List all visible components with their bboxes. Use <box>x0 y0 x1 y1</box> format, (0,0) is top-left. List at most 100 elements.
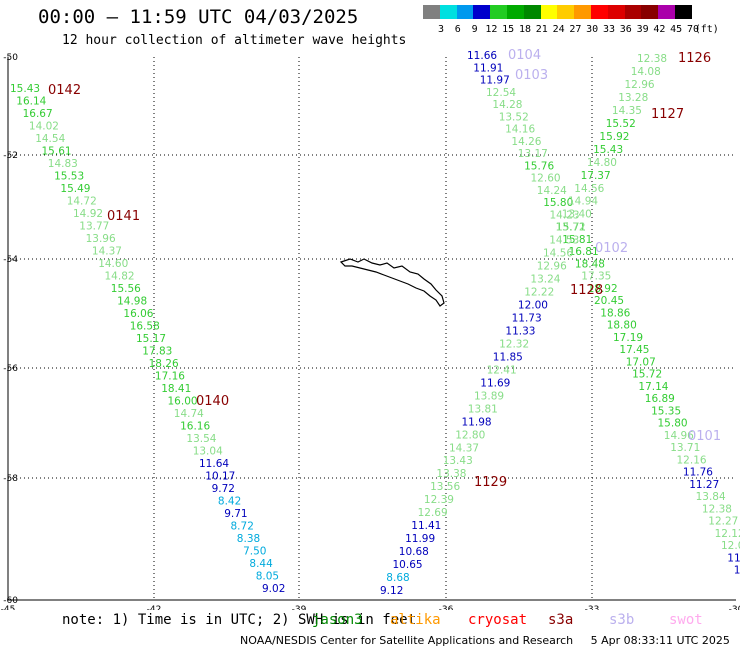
track-c-value: 12.96 <box>537 261 567 273</box>
track-c-value: 14.08 <box>631 66 661 78</box>
track-c-value: 13.40 <box>562 209 592 221</box>
track-b-value: 18.80 <box>607 320 637 332</box>
track-a-value: 13.77 <box>79 221 109 233</box>
track-c-value: 10.68 <box>399 546 429 558</box>
track-a-value: 8.05 <box>256 571 279 583</box>
altimeter-map: -50 -52 -54 -56 -58 -60-45 -42 -39 -36 -33 -30 15.4… <box>1 48 740 610</box>
track-c-value: 11.99 <box>405 533 435 545</box>
generated-timestamp: 5 Apr 08:33:11 UTC 2025 <box>590 634 730 647</box>
track-c-value: 14.80 <box>587 157 617 169</box>
track-a-value: 14.83 <box>48 158 78 170</box>
track-b-value: 12.54 <box>486 87 516 99</box>
scale-swatch <box>507 5 524 19</box>
track-b-value: 14.28 <box>492 99 522 111</box>
track-c-value: 14.53 <box>549 235 579 247</box>
track-a-value: 9.72 <box>212 483 235 495</box>
track-b-value: 18.86 <box>600 307 630 319</box>
track-b-value: 14.96 <box>664 430 694 442</box>
scale-swatch <box>439 5 457 19</box>
track-a-value: 16.00 <box>168 396 198 408</box>
track-b-value: 13.84 <box>696 491 726 503</box>
longitude-label: -45 <box>1 605 16 610</box>
track-b-value: 14.26 <box>511 136 541 148</box>
track-a-value: 14.60 <box>98 258 128 270</box>
track-a-value: 8.42 <box>218 496 241 508</box>
scale-label: 33 <box>602 24 616 35</box>
pass-label: 1127 <box>651 107 684 122</box>
track-b-value: 15.80 <box>658 418 688 430</box>
track-a-value: 13.96 <box>86 233 116 245</box>
track-c-value: 12.00 <box>518 300 548 312</box>
track-b-value: 11.66 <box>467 50 497 62</box>
track-a-value: 11.64 <box>199 458 229 470</box>
satellite-altika: altika <box>390 612 441 628</box>
scale-unit: (ft) <box>694 24 719 35</box>
track-b-value: 20.45 <box>594 295 624 307</box>
scale-label: 21 <box>535 24 548 35</box>
latitude-label: -60 <box>3 596 18 606</box>
track-c-value: 13.81 <box>468 403 498 415</box>
track-b-value: 14.16 <box>505 124 535 136</box>
scale-label: 6 <box>454 24 461 35</box>
scale-swatch <box>456 5 474 19</box>
track-a-value: 15.43 <box>10 83 40 95</box>
track-b-value: 16.81 <box>569 246 599 258</box>
track-b-value: 11.27 <box>727 553 740 565</box>
satellite-s3b: s3b <box>609 612 635 628</box>
track-a-value: 17.83 <box>142 346 172 358</box>
track-c-value: 12.80 <box>455 429 485 441</box>
track-a-value: 8.38 <box>237 533 260 545</box>
track-b-value: 17.07 <box>626 356 656 368</box>
satellite-s3a: s3a <box>548 612 574 628</box>
latitude-label: -50 <box>3 53 18 63</box>
longitude-label: -42 <box>147 605 162 610</box>
track-c-value: 13.72 <box>556 222 586 234</box>
scale-label: 3 <box>437 24 445 35</box>
satellite-cryosat: cryosat <box>468 612 528 628</box>
track-b-value: 11.76 <box>683 467 713 479</box>
track-a-value: 15.53 <box>54 171 84 183</box>
latitude-label: -58 <box>3 474 18 484</box>
track-c-value: 12.32 <box>499 339 529 351</box>
track-a-value: 14.82 <box>105 271 135 283</box>
track-c-value: 13.56 <box>430 481 460 493</box>
scale-swatch <box>607 5 625 19</box>
pass-label: 0141 <box>107 209 140 224</box>
track-a-value: 14.98 <box>117 296 147 308</box>
track-b-value: 13.17 <box>518 148 548 160</box>
pass-label: 0142 <box>48 83 81 98</box>
track-b-value: 11.27 <box>689 479 719 491</box>
track-b-value: 15.71 <box>556 222 586 234</box>
latitude-label: -54 <box>3 255 18 265</box>
footer-note: note: 1) Time is in UTC; 2) SWH is in fe… <box>62 612 417 628</box>
track-c-value: 14.56 <box>543 248 573 260</box>
track-c-value: 13.28 <box>618 92 648 104</box>
longitude-label: -30 <box>729 605 740 610</box>
track-c-value: 11.73 <box>512 313 542 325</box>
scale-swatch <box>540 5 558 19</box>
credit-line: NOAA/NESDIS Center for Satellite Applica… <box>240 634 730 647</box>
track-b-value: 15.72 <box>632 369 662 381</box>
track-b-value: 18.48 <box>575 258 605 270</box>
track-b-value: 12.60 <box>531 173 561 185</box>
latitude-label: -56 <box>3 364 18 374</box>
track-b-value: 17.35 <box>581 271 611 283</box>
scale-label: 12 <box>485 24 498 35</box>
pass-label: 1126 <box>678 51 711 66</box>
scale-swatch <box>423 5 440 19</box>
track-c-value: 8.68 <box>386 572 409 584</box>
scale-label: 9 <box>471 24 478 35</box>
track-b-value: 15.76 <box>524 160 554 172</box>
scale-swatch <box>523 5 541 19</box>
track-c-value: 13.43 <box>443 455 473 467</box>
track-b-value: 15.81 <box>562 234 592 246</box>
latitude-label: -52 <box>3 151 18 161</box>
track-c-value: 14.94 <box>568 196 598 208</box>
scale-swatch <box>658 5 675 19</box>
south-georgia-island <box>339 258 445 307</box>
track-b-value: 15.80 <box>543 197 573 209</box>
scale-label: 15 <box>502 24 515 35</box>
scale-label: 18 <box>518 24 532 35</box>
chart-subtitle: 12 hour collection of altimeter wave hei… <box>62 33 407 48</box>
track-c-value: 14.37 <box>449 442 479 454</box>
